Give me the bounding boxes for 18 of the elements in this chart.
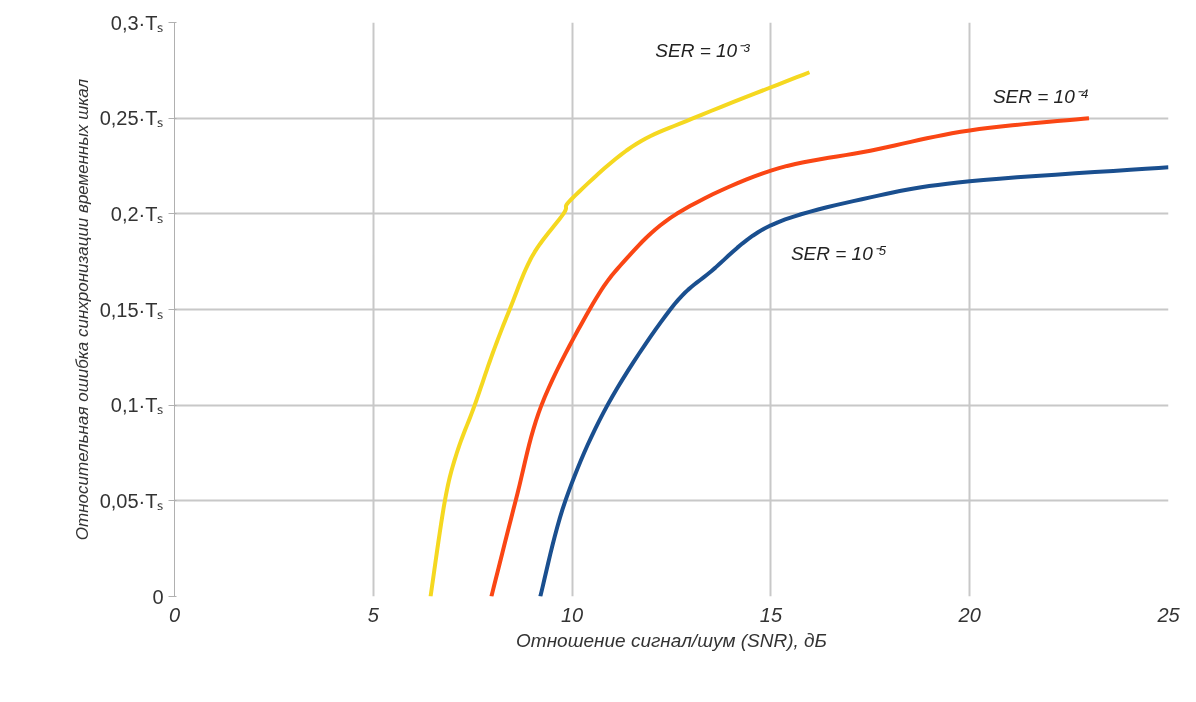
x-tick-label: 25 [1156,603,1181,626]
y-tick-label: 0,25·Tₛ [99,107,164,130]
series-label: SER = 10⁻⁵ [790,242,887,264]
y-tick-label: 0,05·Tₛ [99,489,164,512]
y-tick-label: 0,2·Tₛ [110,202,164,225]
x-tick-label: 20 [957,603,981,626]
y-tick-label: 0,1·Tₛ [110,394,164,417]
x-tick-label: 15 [759,603,783,626]
x-axis-title: Отношение сигнал/шум (SNR), дБ [516,629,827,651]
y-tick-label: 0,3·Tₛ [110,11,164,34]
y-axis-title: Относительная ошибка синхронизации временных шкал [72,78,92,541]
series-label: SER = 10⁻³ [655,39,751,61]
series-label: SER = 10⁻⁴ [992,85,1089,107]
y-tick-label: 0 [152,585,164,608]
y-tick-label: 0,15·Tₛ [99,298,164,321]
x-tick-label: 0 [168,603,181,626]
x-tick-label: 5 [367,603,380,626]
x-tick-label: 10 [560,603,584,626]
